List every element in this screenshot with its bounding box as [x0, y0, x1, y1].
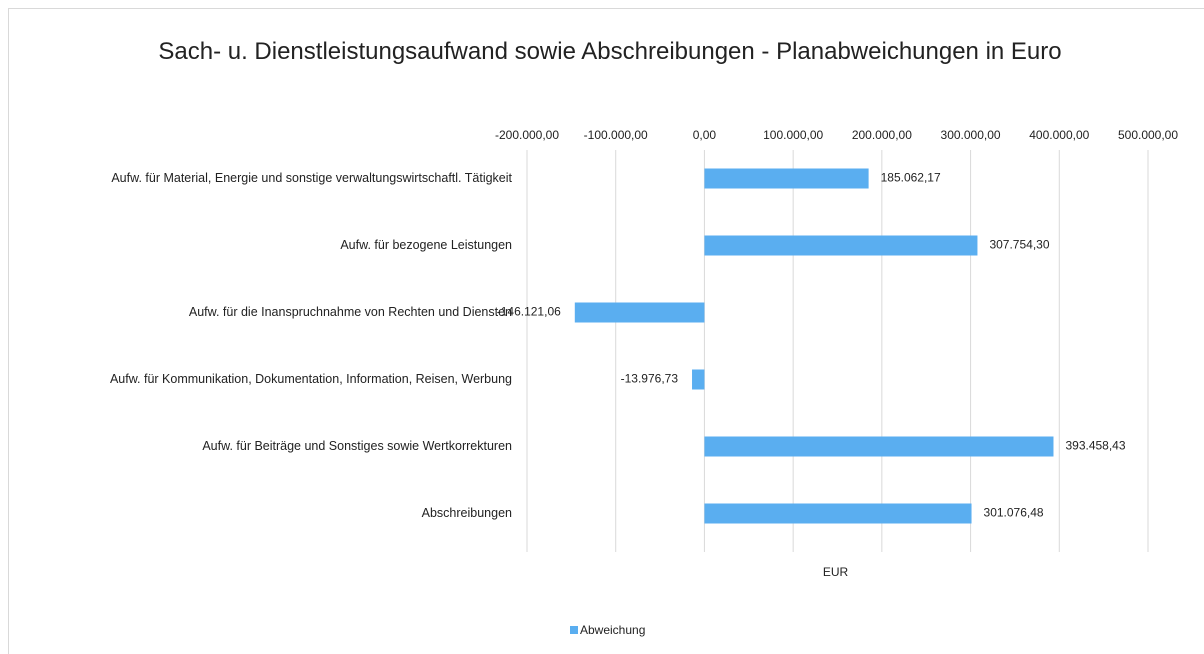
y-tick-label: Aufw. für bezogene Leistungen	[340, 238, 512, 252]
legend-swatch	[570, 626, 578, 634]
data-label: 307.754,30	[989, 238, 1049, 252]
bar	[704, 503, 972, 524]
data-label: 393.458,43	[1065, 439, 1125, 453]
bar	[704, 168, 869, 189]
data-label: 185.062,17	[881, 171, 941, 185]
x-tick-label: 300.000,00	[941, 128, 1001, 142]
y-tick-label: Aufw. für Material, Energie und sonstige…	[111, 171, 512, 185]
y-tick-label: Aufw. für Kommunikation, Dokumentation, …	[110, 372, 512, 386]
data-label: -146.121,06	[497, 305, 561, 319]
bar	[574, 302, 705, 323]
data-label: 301.076,48	[984, 506, 1044, 520]
legend-label: Abweichung	[580, 623, 645, 637]
x-axis-label: EUR	[823, 565, 849, 579]
bar	[692, 369, 705, 390]
bar	[704, 235, 978, 256]
x-tick-label: 200.000,00	[852, 128, 912, 142]
x-tick-label: -100.000,00	[584, 128, 648, 142]
data-label: -13.976,73	[621, 372, 679, 386]
x-tick-label: 0,00	[693, 128, 717, 142]
bar	[704, 436, 1054, 457]
x-tick-label: 400.000,00	[1029, 128, 1089, 142]
y-tick-label: Abschreibungen	[422, 506, 512, 520]
x-tick-label: 100.000,00	[763, 128, 823, 142]
y-tick-label: Aufw. für Beiträge und Sonstiges sowie W…	[202, 439, 512, 453]
x-tick-label: -200.000,00	[495, 128, 559, 142]
x-tick-label: 500.000,00	[1118, 128, 1178, 142]
chart-title: Sach- u. Dienstleistungsaufwand sowie Ab…	[158, 38, 1062, 65]
y-tick-label: Aufw. für die Inanspruchnahme von Rechte…	[189, 305, 512, 319]
chart-frame	[8, 8, 1204, 654]
